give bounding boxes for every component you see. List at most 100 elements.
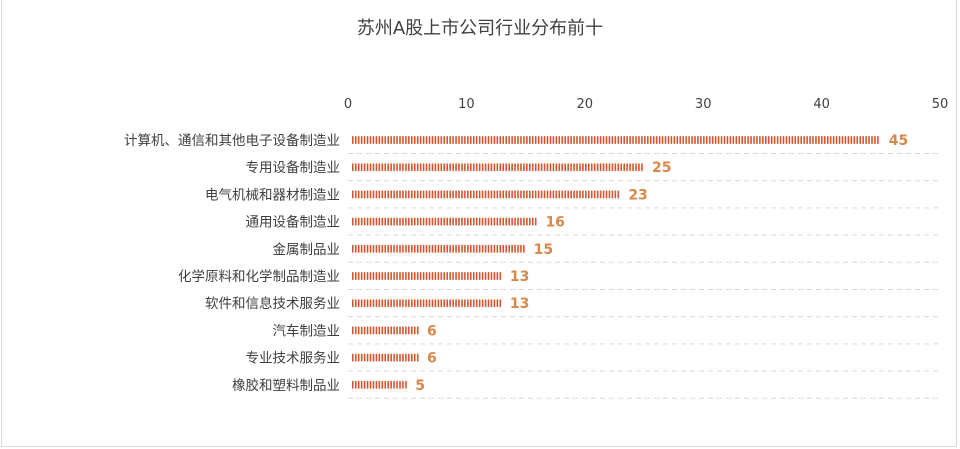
bar-segment xyxy=(664,136,667,144)
bar-segment xyxy=(352,380,354,389)
bar-segment xyxy=(599,136,602,144)
bar-segment xyxy=(428,217,431,226)
bar-segment xyxy=(467,272,469,280)
bar-segment xyxy=(440,272,443,280)
bar-segment xyxy=(393,272,395,280)
bar-segment xyxy=(360,163,363,172)
bar-segment xyxy=(363,217,366,226)
bar-segment xyxy=(762,136,764,144)
bar-segment xyxy=(363,163,366,172)
bar-segment xyxy=(443,244,446,253)
bar-segment xyxy=(590,190,593,199)
bar-segment xyxy=(526,136,528,144)
bar-segment xyxy=(352,136,354,144)
bar-segment xyxy=(357,353,360,362)
bar-segment xyxy=(443,190,446,199)
bar-segment xyxy=(369,272,372,280)
bar-segment xyxy=(413,136,416,144)
bar-segment xyxy=(422,272,425,280)
bar-segment xyxy=(375,136,378,144)
bar-segment xyxy=(425,299,428,308)
bar-segment xyxy=(484,190,487,199)
bar-segment xyxy=(741,136,743,144)
bar-segment xyxy=(635,163,637,172)
bar-segment xyxy=(390,272,392,280)
bar-segment xyxy=(484,299,487,308)
bar-segment xyxy=(711,136,714,144)
bar-segment xyxy=(363,326,366,335)
bar-segment xyxy=(372,163,375,172)
bar-segment xyxy=(703,136,705,144)
bar-segment xyxy=(443,299,446,308)
bar-segment xyxy=(363,353,366,362)
bar-segment xyxy=(434,190,437,199)
bar-segment xyxy=(422,136,425,144)
bar-segment xyxy=(726,136,729,144)
bar-segment xyxy=(390,217,392,226)
bar-segment xyxy=(700,136,702,144)
bar-segment xyxy=(874,136,876,144)
bar-segment xyxy=(517,136,519,144)
bar-segment xyxy=(387,353,389,362)
bar-segment xyxy=(381,326,384,335)
bar-segment xyxy=(381,217,384,226)
bar-segment xyxy=(579,190,581,199)
category-label: 专业技术服务业 xyxy=(246,351,341,367)
bar-segment xyxy=(431,163,434,172)
bar-segment xyxy=(579,163,581,172)
bar-segment xyxy=(549,190,552,199)
bar-segment xyxy=(428,299,431,308)
bar-segment xyxy=(617,163,620,172)
bar-segment xyxy=(428,190,431,199)
bar-segment xyxy=(369,353,372,362)
bar-segment xyxy=(387,190,389,199)
bar-segment xyxy=(425,190,428,199)
bar-segment xyxy=(464,136,466,144)
bar-segment xyxy=(614,163,617,172)
bar-segment xyxy=(399,190,401,199)
bar-segment xyxy=(443,136,446,144)
bar-segment xyxy=(688,136,690,144)
bar-segment xyxy=(378,136,381,144)
bar-segment xyxy=(785,136,788,144)
bar-segment xyxy=(434,217,437,226)
bar-segment xyxy=(470,217,472,226)
bar-segment xyxy=(387,272,389,280)
bar-segment xyxy=(399,136,401,144)
bar-segment xyxy=(360,353,363,362)
bar-segment xyxy=(378,163,381,172)
bar-segment xyxy=(366,244,369,253)
bar-segment xyxy=(537,136,540,144)
bar-segment xyxy=(626,163,628,172)
bar-segment xyxy=(354,136,357,144)
bar-segment xyxy=(357,272,360,280)
bar-segment xyxy=(416,217,419,226)
bar xyxy=(352,272,502,280)
bar-segment xyxy=(493,299,496,308)
bar-segment xyxy=(582,190,584,199)
bar-segment xyxy=(729,136,732,144)
bar-segment xyxy=(366,136,369,144)
bar-segment xyxy=(797,136,800,144)
bar-segment xyxy=(431,299,434,308)
bar-segment xyxy=(573,190,575,199)
bar-segment xyxy=(396,136,398,144)
bar-segment xyxy=(396,299,398,308)
bar-segment xyxy=(667,136,670,144)
bar-segment xyxy=(738,136,741,144)
bar-segment xyxy=(443,272,446,280)
bar-segment xyxy=(372,244,375,253)
bar-segment xyxy=(514,136,516,144)
bar-segment xyxy=(514,190,516,199)
bar-segment xyxy=(534,136,537,144)
bar-segment xyxy=(352,299,354,308)
bar xyxy=(352,190,620,199)
bar-segment xyxy=(405,136,407,144)
bar-segment xyxy=(523,163,525,172)
bar-segment xyxy=(381,136,384,144)
bar-segment xyxy=(620,136,623,144)
bar-segment xyxy=(378,190,381,199)
bar-segment xyxy=(496,272,499,280)
bar-segment xyxy=(605,163,608,172)
